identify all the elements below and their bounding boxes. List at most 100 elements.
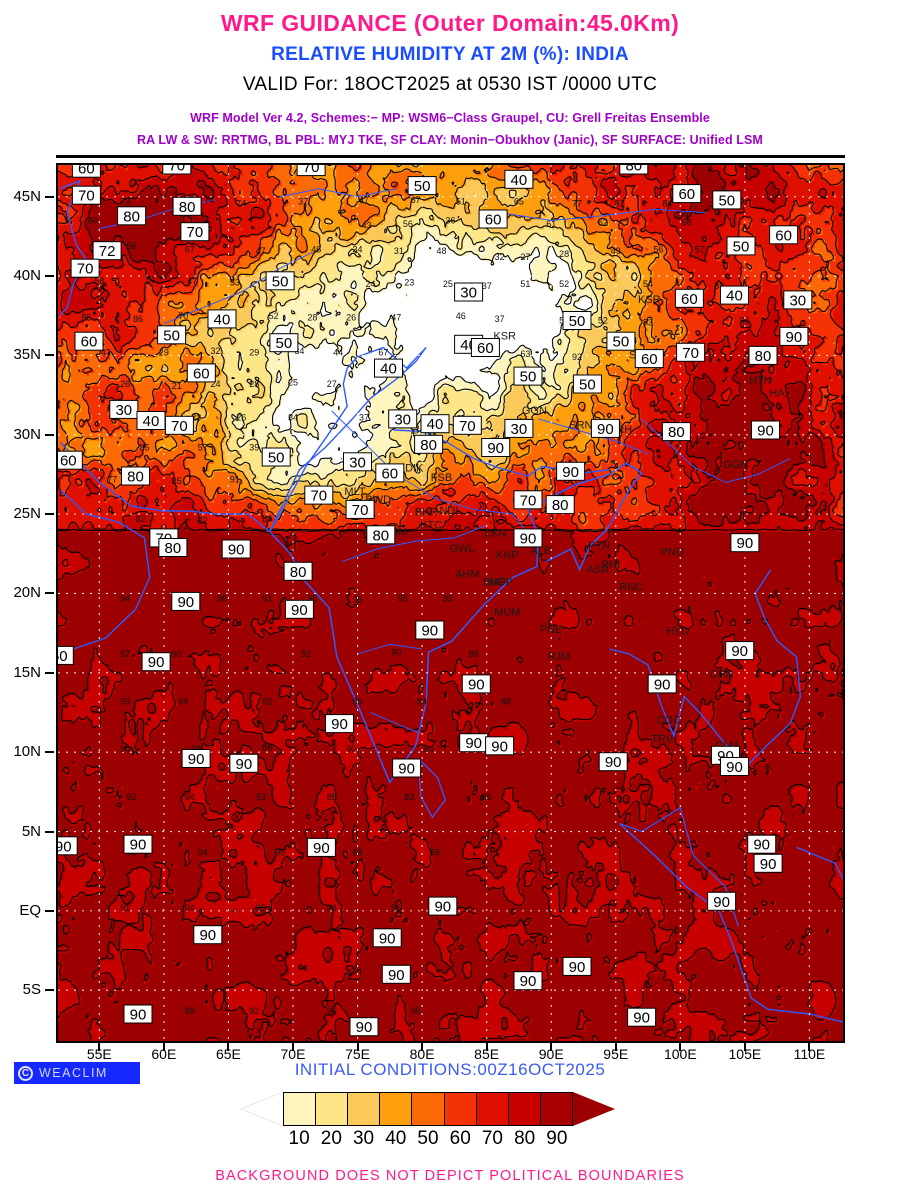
contour-label-text: 90 xyxy=(379,930,396,947)
contour-label-text: 60 xyxy=(681,291,698,308)
contour-label-box xyxy=(265,271,295,291)
grid-value: 95 xyxy=(275,847,285,857)
contour-label-box xyxy=(504,169,534,189)
contour-label-text: 90 xyxy=(731,643,748,660)
contour-label-text: 50 xyxy=(569,313,586,330)
contour-label-text: 90 xyxy=(757,423,774,440)
colorbar-over-arrow xyxy=(573,1092,615,1126)
grid-value: 57 xyxy=(198,443,208,453)
grid-value: 89 xyxy=(185,1006,195,1016)
contour-label-text: 60 xyxy=(78,165,95,178)
grid-value: 51 xyxy=(520,279,530,289)
contour-label-text: 50 xyxy=(733,238,750,255)
contour-label-text: 50 xyxy=(520,369,537,386)
contour-label-text: 60 xyxy=(381,465,398,482)
contour-label-text: 40 xyxy=(726,288,743,305)
contour-label-box xyxy=(634,349,664,369)
contour-label-box xyxy=(92,241,122,261)
contour-label-box xyxy=(71,165,101,178)
grid-value: 92 xyxy=(127,792,137,802)
contour-label-text: 90 xyxy=(786,329,803,346)
grid-value: 53 xyxy=(230,278,240,288)
grid-value: 97 xyxy=(120,649,130,659)
city-label: KTC xyxy=(420,519,442,531)
contour-label-box xyxy=(374,358,403,378)
contour-label-text: 90 xyxy=(421,623,438,640)
contour-label-box xyxy=(428,896,458,916)
contour-label-text: 50 xyxy=(414,178,431,195)
latitude-tick xyxy=(45,751,54,754)
longitude-tick xyxy=(550,1043,553,1051)
grid-value: 94 xyxy=(120,593,130,603)
grid-value: 66 xyxy=(682,217,692,227)
model-scheme-line-1: WRF Model Ver 4.2, Schemes:− MP: WSM6−Cl… xyxy=(190,111,710,125)
latitude-tick-label: 5S xyxy=(22,981,41,999)
contour-label-text: 70 xyxy=(459,418,476,435)
contour-label-box xyxy=(420,414,450,434)
contour-label-box xyxy=(372,928,402,948)
grid-value: 48 xyxy=(436,246,446,256)
contour-label-text: 80 xyxy=(290,564,307,581)
longitude-tick xyxy=(356,1043,359,1051)
grid-value: 57 xyxy=(695,244,705,254)
grid-value: 58 xyxy=(94,276,104,286)
contour-label-box xyxy=(556,461,586,481)
longitude-tick-label: 65E xyxy=(215,1046,241,1062)
grid-value: 95 xyxy=(398,593,408,603)
grid-value: 37 xyxy=(359,413,369,423)
colorbar-bin-1 xyxy=(315,1092,348,1126)
grid-value: 26 xyxy=(346,313,356,323)
latitude-tick xyxy=(45,354,54,357)
grid-value: 88 xyxy=(217,593,227,603)
grid-value: 67 xyxy=(378,347,388,357)
city-label: PTN xyxy=(588,540,610,552)
grid-value: 85 xyxy=(172,476,182,486)
contour-label-text: 60 xyxy=(193,365,210,382)
longitude-tick xyxy=(227,1043,230,1051)
city-label: RNC xyxy=(619,581,643,593)
contour-label-text: 90 xyxy=(130,1007,147,1024)
contour-label-text: 90 xyxy=(398,761,415,778)
contour-label-text: 70 xyxy=(77,261,94,278)
city-label: PNG xyxy=(661,546,685,558)
city-label: NGP xyxy=(489,577,513,589)
longitude-tick-label: 105E xyxy=(728,1046,762,1062)
grid-value: 93 xyxy=(256,792,266,802)
contour-label-box xyxy=(730,533,760,553)
grid-value: 83 xyxy=(714,281,724,291)
grid-value: 94 xyxy=(120,744,130,754)
grid-value: 84 xyxy=(662,198,672,208)
grid-value: 62 xyxy=(598,217,608,227)
contour-label-box xyxy=(325,714,354,734)
grid-value: 23 xyxy=(404,278,414,288)
city-label: NDL xyxy=(439,505,461,517)
grid-value: 96 xyxy=(391,903,401,913)
grid-value: 92 xyxy=(301,649,311,659)
grid-value: 34 xyxy=(294,346,304,356)
copyright-icon: C xyxy=(18,1065,33,1081)
weather-map[interactable]: 7374743747675165778184604356363561626656… xyxy=(56,163,845,1043)
grid-value: 92 xyxy=(198,516,208,526)
city-label: BKR xyxy=(415,507,438,519)
contour-label-box xyxy=(366,525,396,545)
grid-value: 85 xyxy=(430,847,440,857)
contour-label-box xyxy=(269,333,299,353)
weaclim-logo[interactable]: C WEACLIM xyxy=(14,1062,140,1084)
contour-label-box xyxy=(747,834,777,854)
longitude-tick xyxy=(291,1043,294,1051)
contour-label-box xyxy=(392,758,422,778)
contour-label-text: 90 xyxy=(388,967,405,984)
grid-value: 25 xyxy=(288,378,298,388)
grid-value: 95 xyxy=(411,1006,421,1016)
grid-value: 95 xyxy=(352,595,362,605)
grid-value: 88 xyxy=(352,847,362,857)
contour-label-text: 60 xyxy=(81,334,98,351)
longitude-tick xyxy=(679,1043,682,1051)
grid-value: 51 xyxy=(146,274,156,284)
grid-value: 74 xyxy=(236,198,246,208)
grid-value: 52 xyxy=(559,279,569,289)
grid-value: 85 xyxy=(81,313,91,323)
contour-label-text: 40 xyxy=(380,361,397,378)
contour-label-box xyxy=(627,1007,657,1027)
